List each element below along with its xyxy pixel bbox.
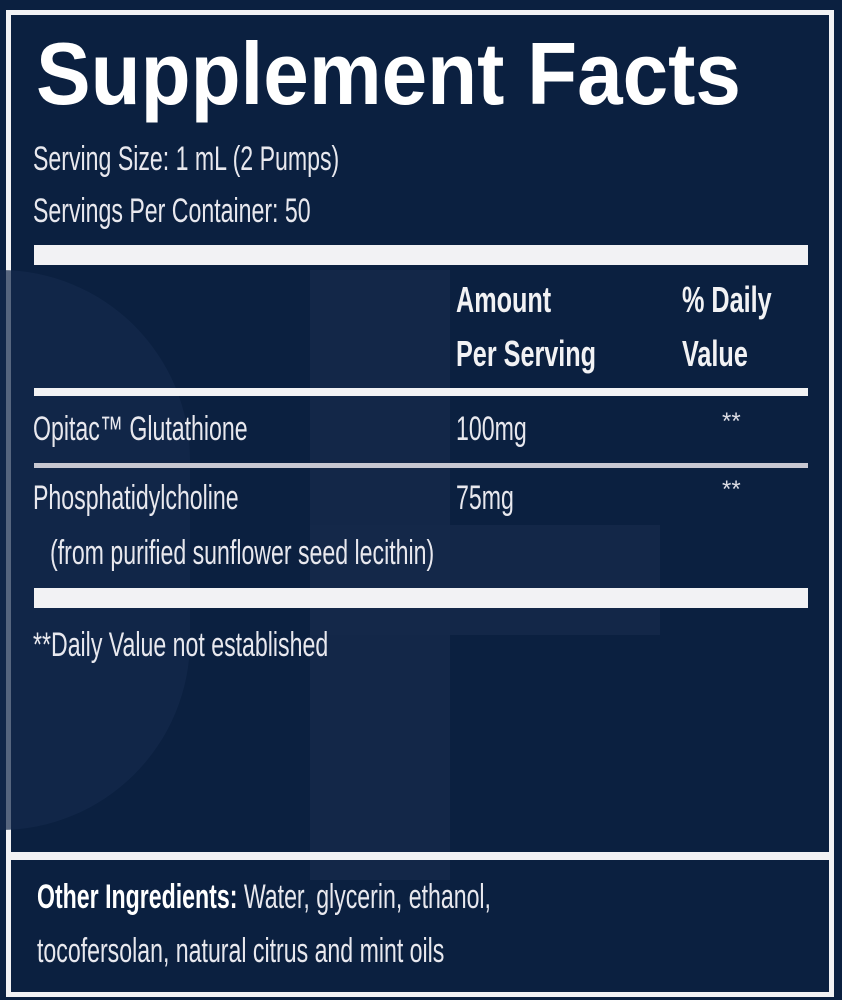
servings-per-container: Servings Per Container: 50 <box>33 192 311 230</box>
ingredient-amount: 100mg <box>456 410 527 448</box>
ingredient-source: (from purified sunflower seed lecithin) <box>50 534 435 572</box>
ingredient-name: Opitac™ Glutathione <box>33 410 248 448</box>
ingredient-dv: ** <box>722 408 741 435</box>
other-ingredients-label: Other Ingredients: <box>37 878 238 916</box>
serving-size: Serving Size: 1 mL (2 Pumps) <box>33 140 340 178</box>
other-ingredients-line2: tocofersolan, natural citrus and mint oi… <box>37 932 445 970</box>
daily-value-header: Value <box>682 333 748 374</box>
footnote: **Daily Value not established <box>33 626 329 664</box>
thick-rule <box>34 588 808 608</box>
thick-rule <box>34 245 808 265</box>
ingredient-dv: ** <box>722 476 741 503</box>
ingredient-amount: 75mg <box>456 479 514 517</box>
thin-rule <box>34 463 808 468</box>
amount-header: Per Serving <box>456 333 597 374</box>
daily-value-header: % Daily <box>682 279 772 320</box>
other-ingredients-line1: Other Ingredients: Water, glycerin, etha… <box>37 880 491 914</box>
rule <box>34 388 808 396</box>
amount-header: Amount <box>456 279 552 320</box>
section-divider <box>6 852 834 860</box>
watermark-shape <box>0 270 190 830</box>
other-ingredients-text: Water, glycerin, ethanol, <box>237 878 491 916</box>
ingredient-name: Phosphatidylcholine <box>33 479 239 517</box>
watermark-shape <box>310 525 660 635</box>
panel-title: Supplement Facts <box>36 24 741 123</box>
